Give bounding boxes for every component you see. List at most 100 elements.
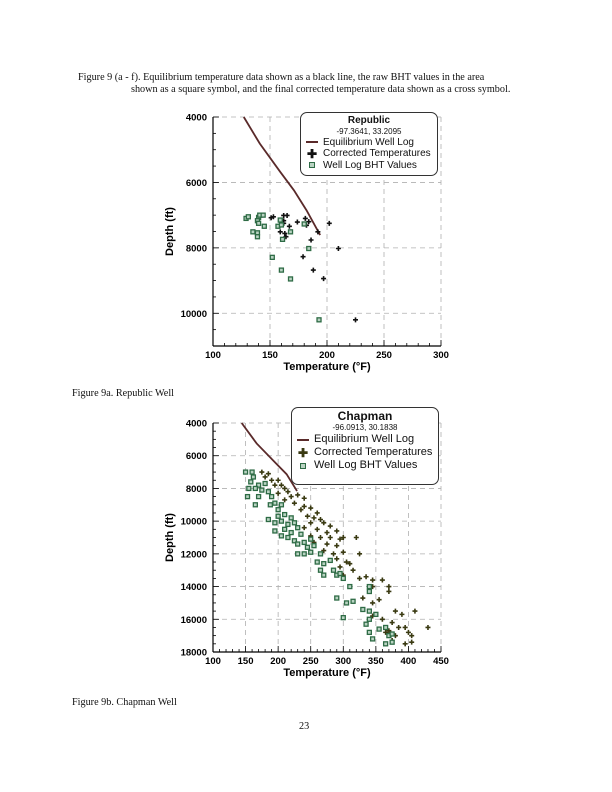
corrected-point <box>315 229 321 235</box>
x-tick-label: 350 <box>368 656 384 667</box>
bht-point <box>272 528 278 534</box>
bht-point <box>366 588 372 595</box>
bht-point <box>308 549 314 555</box>
legend-item-corrected: ✚ Corrected Temperatures <box>305 148 433 160</box>
corrected-point <box>301 525 307 531</box>
corrected-point <box>262 474 268 480</box>
bht-point <box>262 480 268 487</box>
bht-point <box>254 234 261 240</box>
corrected-point <box>317 517 323 523</box>
bht-point <box>288 515 294 521</box>
corrected-point <box>337 536 343 542</box>
chapman-legend: Chapman -96.0913, 30.1838 Equilibrium We… <box>291 407 439 485</box>
corrected-point <box>337 564 343 570</box>
corrected-point <box>350 567 356 573</box>
corrected-point <box>402 624 408 630</box>
y-tick-label: 12000 <box>181 549 207 560</box>
bht-point <box>275 507 281 513</box>
bht-point <box>301 221 307 227</box>
equilibrium-line <box>243 116 321 236</box>
corrected-point <box>353 535 359 540</box>
bht-point <box>260 212 266 218</box>
bht-point <box>369 636 376 642</box>
bht-point <box>265 516 272 523</box>
corrected-point <box>409 633 415 639</box>
figure-caption-main-line2: shown as a square symbol, and the final … <box>131 84 511 95</box>
corrected-point <box>344 559 350 565</box>
y-axis-label: Depth (ft) <box>164 513 176 562</box>
y-tick-label: 6000 <box>186 178 207 189</box>
bht-point <box>255 220 262 226</box>
y-tick-label: 4000 <box>186 419 207 430</box>
legend-label: Equilibrium Well Log <box>314 433 415 445</box>
bht-point <box>330 567 337 573</box>
bht-point <box>360 606 366 613</box>
y-tick-label: 6000 <box>186 451 207 462</box>
corrected-point <box>310 267 316 273</box>
y-tick-label: 18000 <box>181 648 207 659</box>
corrected-point <box>334 543 340 549</box>
bht-point <box>278 502 285 508</box>
corrected-point <box>340 535 346 540</box>
bht-point <box>389 631 395 637</box>
bht-point <box>269 254 275 260</box>
bht-point <box>314 559 320 565</box>
corrected-point <box>324 541 330 547</box>
legend-item-equilibrium: Equilibrium Well Log <box>305 137 433 149</box>
corrected-point <box>308 520 314 526</box>
bht-point <box>268 493 275 500</box>
y-tick-label: 10000 <box>181 309 207 320</box>
corrected-point <box>363 574 369 580</box>
legend-coordinates: -96.0913, 30.1838 <box>332 423 398 432</box>
x-tick-label: 450 <box>433 656 449 667</box>
bht-point <box>366 616 372 622</box>
corrected-point <box>327 535 333 540</box>
corrected-point <box>265 471 271 477</box>
bht-point <box>301 551 307 557</box>
bht-point <box>350 598 356 604</box>
corrected-point <box>301 495 307 501</box>
bht-point <box>376 626 382 632</box>
x-tick-label: 250 <box>303 656 319 667</box>
corrected-point <box>389 620 395 626</box>
corrected-point <box>379 577 385 583</box>
corrected-point <box>321 548 327 554</box>
bht-point <box>389 639 395 645</box>
figure-caption-b: Figure 9b. Chapman Well <box>72 697 177 708</box>
corrected-point <box>311 515 317 521</box>
bht-point <box>316 317 322 323</box>
corrected-point <box>357 551 363 557</box>
bht-point <box>291 520 298 526</box>
bht-point <box>311 543 317 549</box>
corrected-point <box>392 608 398 614</box>
corrected-point <box>301 503 307 509</box>
x-tick-label: 100 <box>205 350 221 361</box>
legend-title: Chapman <box>337 409 393 423</box>
corrected-point <box>376 597 382 603</box>
corrected-point <box>294 219 300 225</box>
corrected-point <box>285 489 291 495</box>
cross-icon: ✚ <box>306 146 318 161</box>
corrected-point <box>357 575 363 581</box>
bht-point <box>246 485 252 492</box>
corrected-point <box>396 624 402 630</box>
corrected-point <box>347 561 353 567</box>
figure-caption-a: Figure 9a. Republic Well <box>72 388 174 399</box>
x-tick-label: 400 <box>400 656 416 667</box>
bht-point <box>252 485 258 492</box>
bht-point <box>317 551 324 557</box>
corrected-point <box>272 482 278 488</box>
bht-point <box>343 600 350 606</box>
square-icon <box>305 160 319 170</box>
bht-point <box>340 575 346 582</box>
legend-label: Well Log BHT Values <box>323 159 417 171</box>
chapman-chart: 100 150 200 250 300 350 400 450 4000 6000 8000 1000… <box>164 419 449 680</box>
bht-point <box>308 536 314 542</box>
corrected-point <box>284 212 290 218</box>
equilibrium-line <box>240 422 298 492</box>
corrected-point <box>383 629 389 635</box>
bht-point <box>255 493 262 500</box>
y-tick-label: 8000 <box>186 484 207 495</box>
corrected-point <box>308 237 314 243</box>
bht-point <box>287 229 294 235</box>
